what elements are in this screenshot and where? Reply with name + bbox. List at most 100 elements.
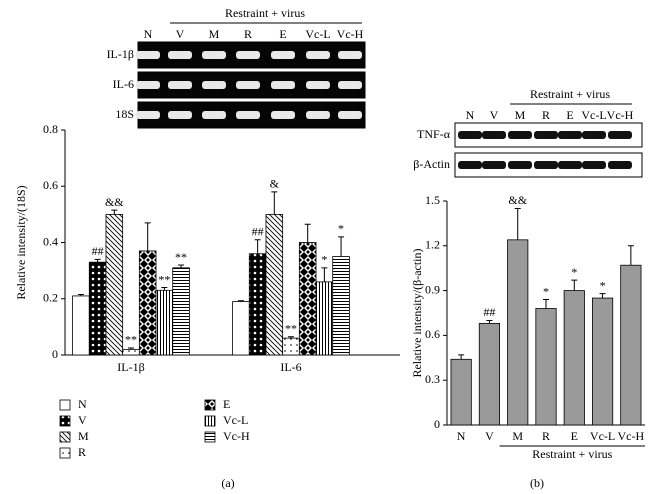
legend-swatch — [59, 447, 71, 459]
blot-band — [168, 51, 192, 59]
error-bar — [288, 336, 294, 339]
annotation: ## — [483, 305, 495, 319]
annotation: * — [600, 278, 606, 292]
error-bar — [514, 207, 521, 240]
error-bar — [237, 300, 244, 302]
bar — [138, 250, 157, 356]
blot-band — [458, 161, 482, 169]
lane-label: Vc-H — [607, 108, 634, 122]
legend-label: Vc-L — [223, 413, 248, 427]
bar — [332, 256, 350, 356]
legend-swatch — [59, 415, 71, 427]
x-tick-label: M — [512, 429, 523, 443]
annotation: * — [571, 265, 577, 279]
legend-swatch — [59, 399, 71, 411]
legend-label: N — [78, 397, 87, 411]
annotation: * — [338, 222, 344, 236]
y-tick-label: 0.2 — [43, 291, 58, 305]
blot-band — [136, 111, 160, 119]
lane-label: N — [144, 27, 153, 41]
bar — [105, 213, 124, 356]
legend-swatch — [59, 431, 71, 443]
annotation: * — [543, 284, 549, 298]
annotation: ** — [125, 333, 137, 347]
legend-label: V — [78, 413, 87, 427]
x-tick-label: V — [485, 429, 494, 443]
blot-band — [534, 161, 558, 169]
legend-label: Vc-H — [223, 429, 250, 443]
bar — [122, 348, 140, 356]
annotation: && — [105, 195, 124, 209]
lane-label: Vc-L — [581, 108, 606, 122]
lane-label: Vc-L — [305, 27, 330, 41]
blot-band — [338, 81, 362, 89]
lane-label: Vc-H — [337, 27, 364, 41]
blot-band — [306, 111, 330, 119]
y-tick-label: 0.8 — [43, 122, 58, 136]
error-bar — [94, 258, 101, 263]
bar — [507, 239, 529, 426]
bar — [155, 289, 174, 356]
error-bar — [77, 294, 84, 296]
error-bar — [571, 279, 578, 291]
legend-label: R — [78, 445, 86, 459]
blot-band — [508, 131, 532, 139]
error-bar — [161, 287, 168, 291]
blot-band — [236, 51, 260, 59]
y-tick-label: 1.2 — [425, 238, 440, 252]
bar — [298, 242, 317, 356]
legend-swatch — [204, 399, 216, 411]
bar — [563, 290, 585, 426]
legend-swatch — [204, 415, 216, 427]
y-tick-label: 0.6 — [43, 178, 58, 192]
legend-label: M — [78, 429, 89, 443]
annotation: ** — [175, 250, 187, 264]
blot-band — [558, 161, 582, 169]
blot-band — [202, 81, 226, 89]
x-tick-label: R — [542, 429, 550, 443]
annotation: & — [270, 177, 280, 191]
blot-band — [236, 111, 260, 119]
blot-band — [202, 111, 226, 119]
lane-label: R — [244, 27, 252, 41]
error-bar — [128, 347, 134, 350]
y-tick-label: 0.4 — [43, 234, 58, 248]
bar — [591, 297, 614, 426]
annotation: * — [321, 253, 327, 267]
y-tick-label: 1.5 — [425, 193, 440, 207]
blot-band — [306, 81, 330, 89]
blot-row-label: 18S — [115, 107, 134, 121]
y-axis-label: Relative intensity/(18S) — [14, 185, 28, 299]
blot-band — [338, 111, 362, 119]
lane-label: V — [176, 27, 185, 41]
annotation: ** — [285, 321, 297, 335]
blot-band — [582, 131, 606, 139]
error-bar — [486, 319, 493, 324]
blot-band — [534, 131, 558, 139]
error-bar — [304, 223, 311, 243]
annotation: ** — [158, 272, 170, 286]
blot-row-label: IL-1β — [107, 47, 134, 61]
x-tick-label: IL-1β — [117, 360, 144, 374]
blot-row-label: β-Actin — [413, 157, 450, 171]
bar — [282, 337, 300, 356]
annotation: ## — [92, 244, 104, 258]
y-tick-label: 0 — [52, 347, 58, 361]
error-bar — [111, 209, 118, 215]
blot-band — [202, 51, 226, 59]
blot-band — [306, 51, 330, 59]
x-tick-label: IL-6 — [280, 360, 301, 374]
panel-label: (b) — [530, 476, 544, 490]
lane-label: N — [466, 108, 475, 122]
bar — [232, 301, 250, 356]
blot-band — [608, 131, 632, 139]
bar — [478, 323, 501, 426]
blot-band — [482, 131, 506, 139]
y-axis-label: Relative intensity/(β-actin) — [410, 248, 424, 377]
legend-label: E — [223, 397, 230, 411]
blot-band — [338, 51, 362, 59]
x-tick-label: Vc-L — [590, 429, 615, 443]
blot-band — [236, 81, 260, 89]
error-bar — [271, 191, 278, 215]
bar — [315, 281, 334, 356]
